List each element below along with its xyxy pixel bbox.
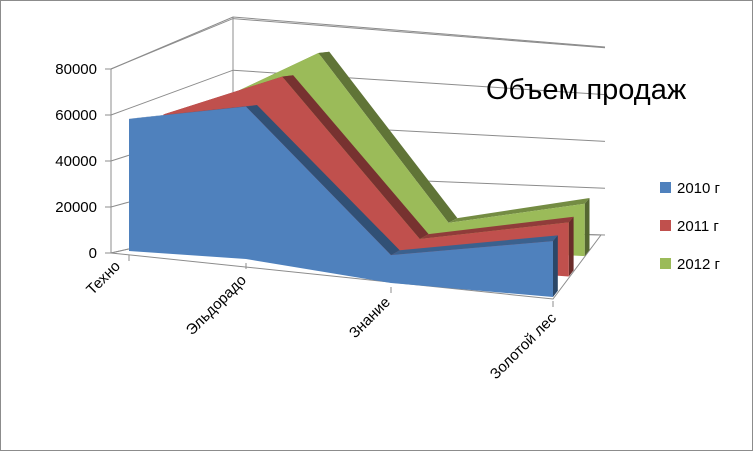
area-end-side [568,216,574,277]
legend-label: 2011 г [677,218,719,235]
area-top-surface [282,75,429,239]
y-tick-label: 60000 [55,107,97,124]
area-top-surface [391,235,558,256]
series-layer [129,51,590,297]
area-top-surface [448,198,590,223]
legend-swatch [660,258,671,269]
area-top-surface [129,105,257,119]
area-end-side [553,235,558,297]
x-tick-label: Знание [346,294,394,342]
x-tick-label: Эльдорадо [183,272,250,339]
y-tick-label: 0 [89,245,97,262]
chart-title: Объем продаж [486,74,687,106]
legend-swatch [660,220,671,231]
series-2010 г [129,105,558,297]
floor-front-edge [110,234,602,300]
x-tick-label: Техно [83,258,124,299]
area-front-face [129,106,553,297]
area-end-side [584,198,590,257]
legend-swatch [660,182,671,193]
y-axis: 0 20000 40000 60000 80000 [55,61,97,262]
back-wall-top [110,16,606,70]
area-top-surface [419,216,574,239]
area-top-surface [246,105,400,256]
y-tick-label: 20000 [55,199,97,216]
gridline [110,69,606,116]
area-top-surface [318,51,458,223]
gridline [110,18,606,70]
x-tick-label: Золотой лес [487,309,560,382]
legend-label: 2010 г [677,180,721,197]
y-tick-label: 40000 [55,153,97,170]
y-tick-label: 80000 [55,61,97,78]
legend-label: 2012 г [677,256,721,273]
legend: 2010 г 2011 г 2012 г [660,180,721,273]
